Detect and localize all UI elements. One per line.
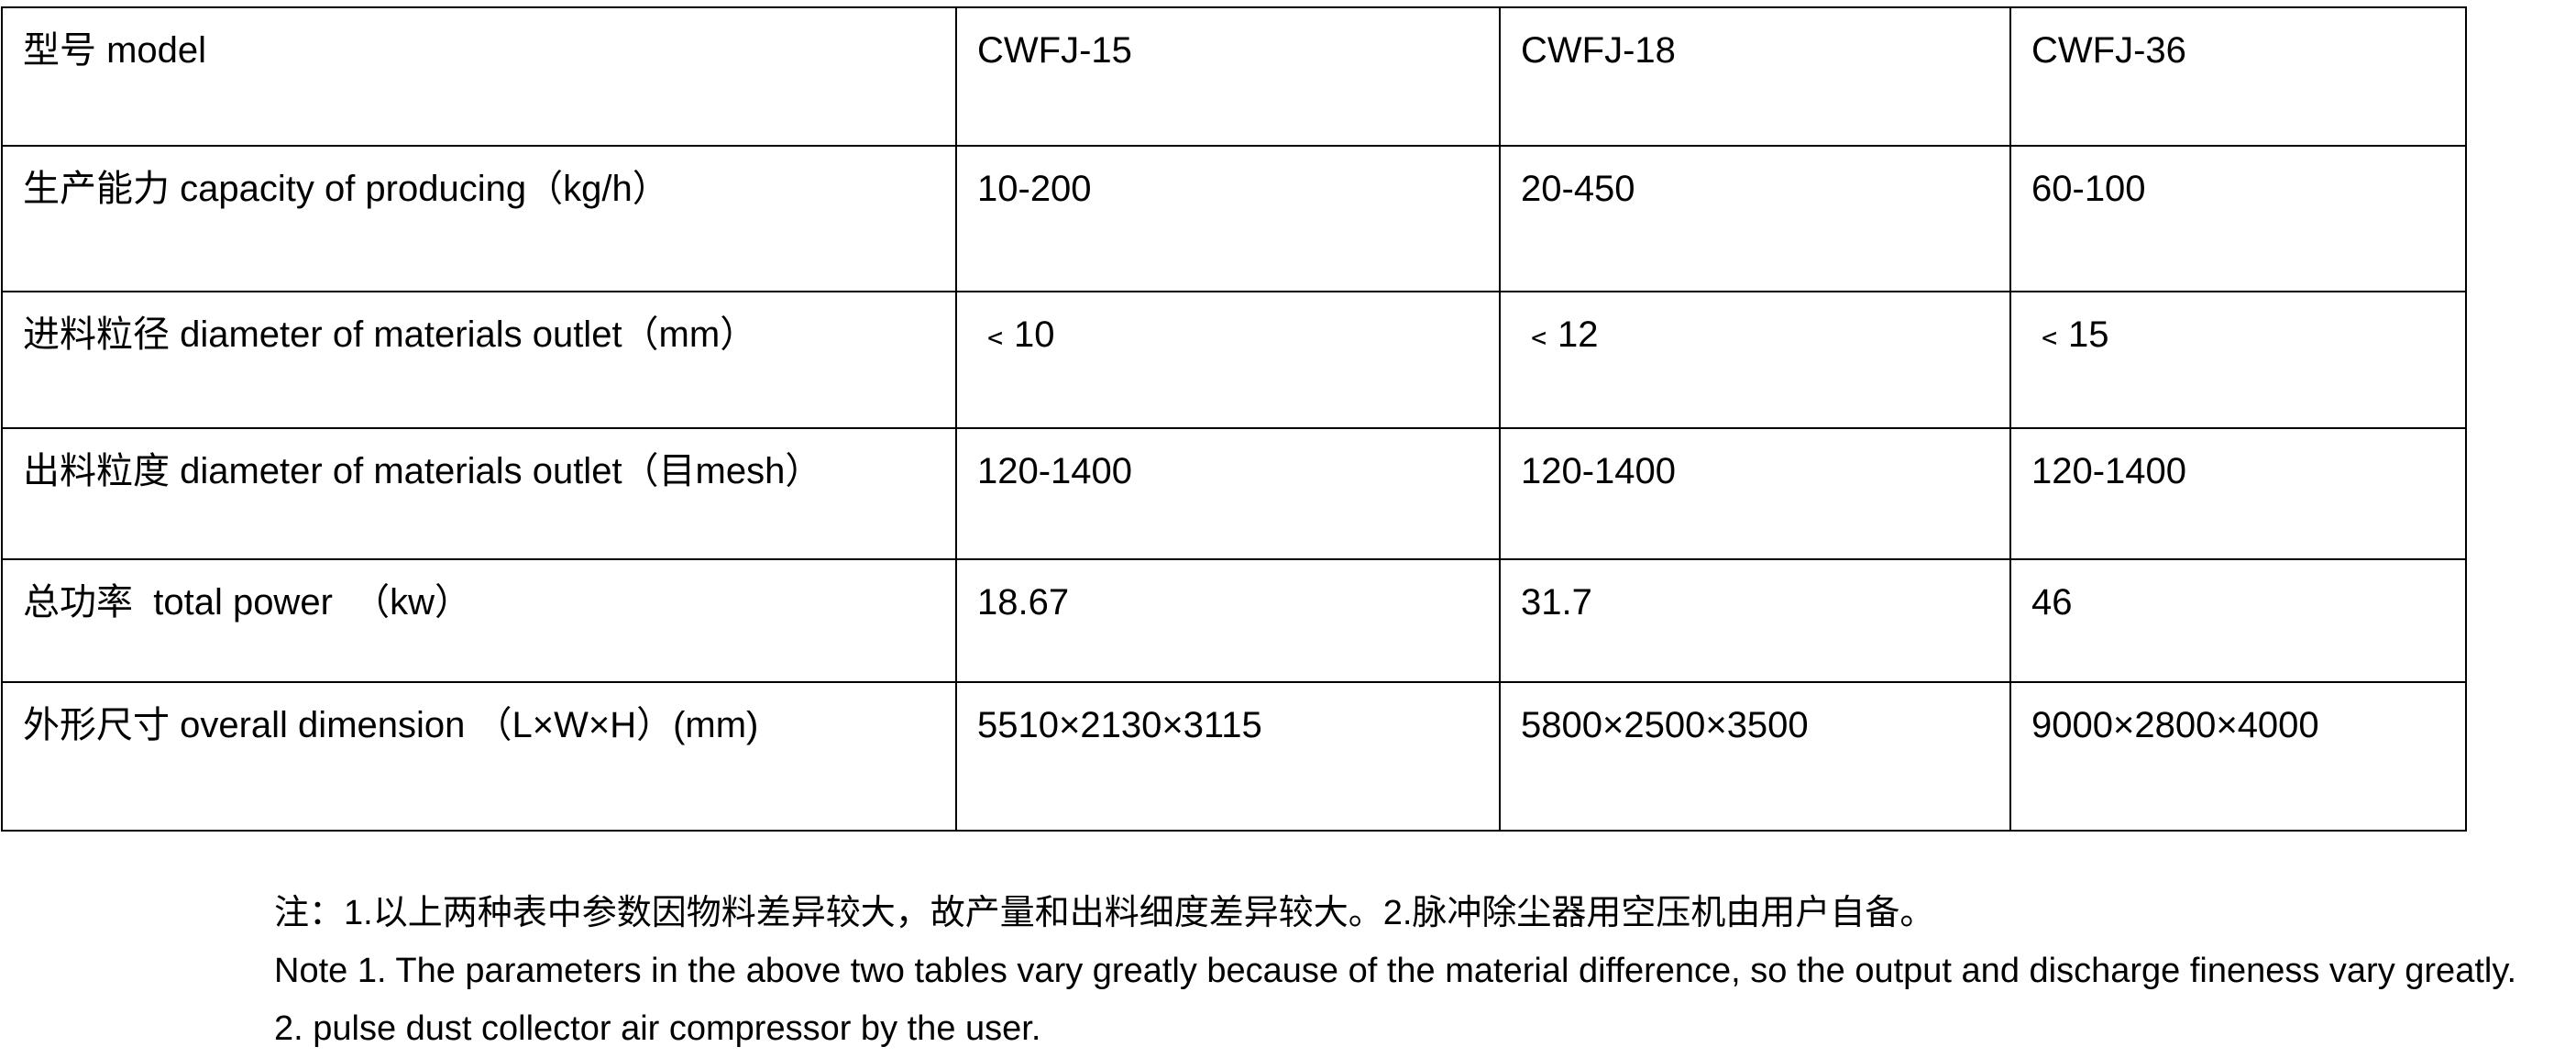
value-cell: 120-1400 bbox=[1499, 427, 2011, 560]
row-label: 出料粒度 diameter of materials outlet（目mesh） bbox=[1, 427, 957, 560]
value-cell: 9000×2800×4000 bbox=[2009, 681, 2467, 832]
model-cell: CWFJ-36 bbox=[2009, 6, 2467, 147]
table-row: 出料粒度 diameter of materials outlet（目mesh）… bbox=[1, 427, 2467, 560]
value-cell: ﹤10 bbox=[955, 291, 1501, 429]
model-cell: CWFJ-15 bbox=[955, 6, 1501, 147]
value-cell: 60-100 bbox=[2009, 145, 2467, 292]
value-cell: 31.7 bbox=[1499, 558, 2011, 683]
model-cell: CWFJ-18 bbox=[1499, 6, 2011, 147]
notes: 注：1.以上两种表中参数因物料差异较大，故产量和出料细度差异较大。2.脉冲除尘器… bbox=[274, 885, 2516, 1058]
row-label: 进料粒径 diameter of materials outlet（mm） bbox=[1, 291, 957, 429]
value-cell: 20-450 bbox=[1499, 145, 2011, 292]
specification-table: 型号 model CWFJ-15 CWFJ-18 CWFJ-36 生产能力 ca… bbox=[1, 6, 2467, 832]
value-cell: ﹤15 bbox=[2009, 291, 2467, 429]
note-english-1: Note 1. The parameters in the above two … bbox=[274, 952, 2517, 990]
value-cell: 46 bbox=[2009, 558, 2467, 683]
value-cell: 5800×2500×3500 bbox=[1499, 681, 2011, 832]
value-cell: ﹤12 bbox=[1499, 291, 2011, 429]
row-label: 生产能力 capacity of producing（kg/h） bbox=[1, 145, 957, 292]
value-cell: 5510×2130×3115 bbox=[955, 681, 1501, 832]
row-label: 外形尺寸 overall dimension （L×W×H）(mm) bbox=[1, 681, 957, 832]
table-header-row: 型号 model CWFJ-15 CWFJ-18 CWFJ-36 bbox=[1, 6, 2467, 147]
note-english-2: 2. pulse dust collector air compressor b… bbox=[274, 1009, 1041, 1048]
value-cell: 120-1400 bbox=[2009, 427, 2467, 560]
row-label: 总功率 total power （kw） bbox=[1, 558, 957, 683]
note-chinese: 注：1.以上两种表中参数因物料差异较大，故产量和出料细度差异较大。2.脉冲除尘器… bbox=[274, 894, 1935, 932]
value-cell: 120-1400 bbox=[955, 427, 1501, 560]
table-row: 生产能力 capacity of producing（kg/h） 10-200 … bbox=[1, 145, 2467, 292]
table-row: 总功率 total power （kw） 18.67 31.7 46 bbox=[1, 558, 2467, 683]
value-cell: 10-200 bbox=[955, 145, 1501, 292]
value-cell: 18.67 bbox=[955, 558, 1501, 683]
header-label: 型号 model bbox=[1, 6, 957, 147]
table-row: 外形尺寸 overall dimension （L×W×H）(mm) 5510×… bbox=[1, 681, 2467, 832]
table-row: 进料粒径 diameter of materials outlet（mm） ﹤1… bbox=[1, 291, 2467, 429]
